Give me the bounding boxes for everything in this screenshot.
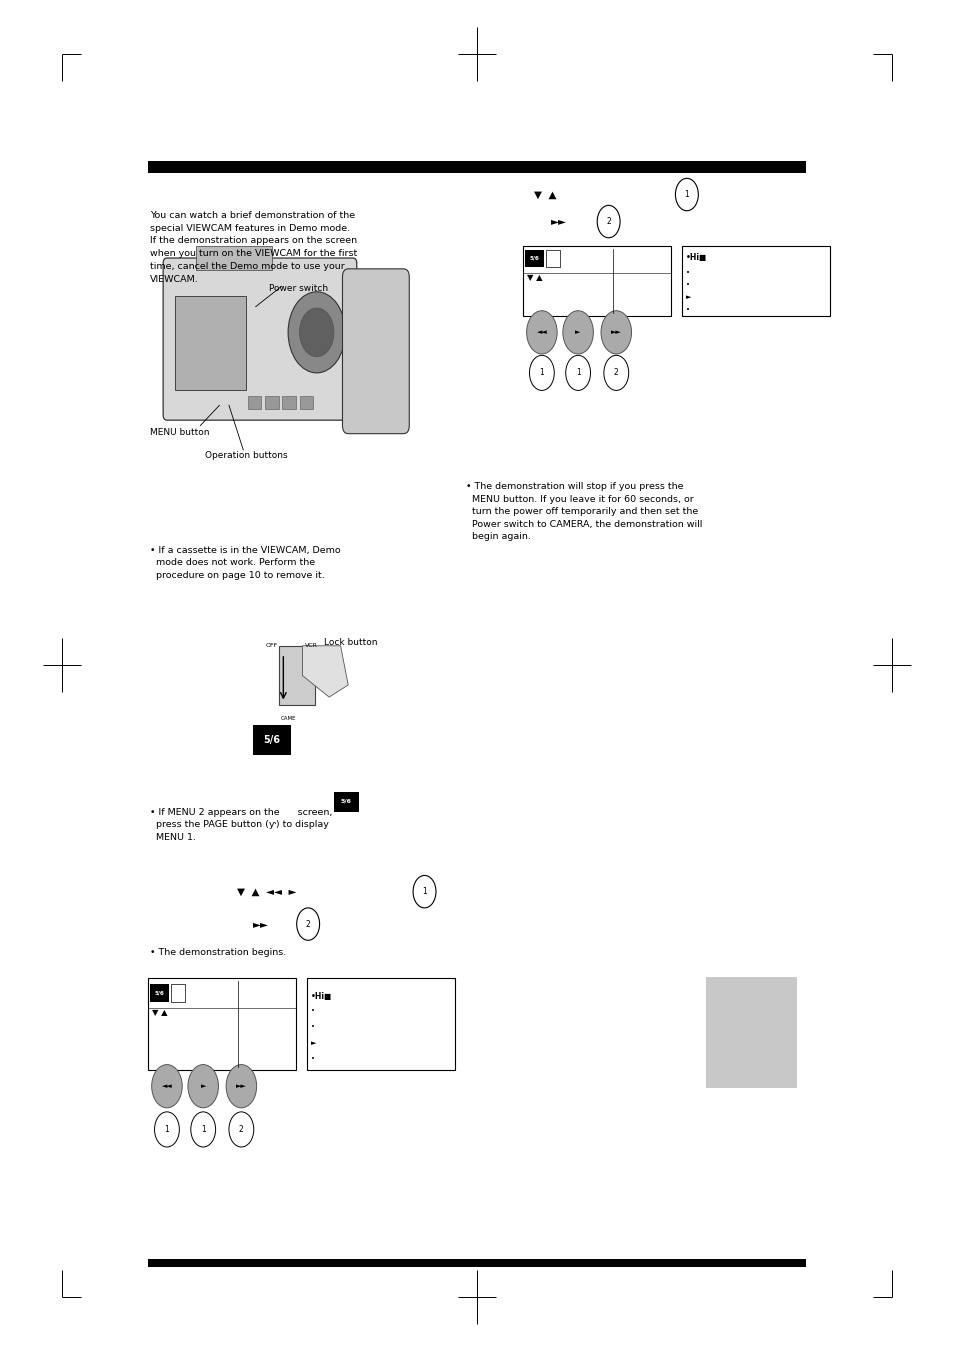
Text: ▼ ▲: ▼ ▲ [152, 1008, 167, 1017]
Bar [174, 296, 246, 390]
Circle shape [299, 308, 334, 357]
Text: ►►: ►► [235, 1084, 247, 1089]
Text: •: • [311, 1056, 314, 1062]
Circle shape [526, 311, 557, 354]
Text: 1: 1 [684, 190, 688, 199]
Text: • The demonstration will stop if you press the
  MENU button. If you leave it fo: • The demonstration will stop if you pre… [465, 482, 701, 542]
Text: OFF: OFF [265, 643, 277, 648]
Text: 5/6: 5/6 [263, 735, 280, 746]
Text: 1: 1 [201, 1125, 205, 1133]
Circle shape [600, 311, 631, 354]
Polygon shape [302, 646, 348, 697]
Bar [265, 396, 278, 409]
Text: ►►: ►► [551, 216, 567, 227]
Circle shape [288, 292, 345, 373]
Bar [150, 984, 169, 1002]
Circle shape [413, 875, 436, 908]
Text: •: • [685, 270, 689, 276]
Bar [195, 246, 272, 270]
Circle shape [603, 355, 628, 390]
Text: ►: ► [311, 1040, 316, 1046]
Text: •Hi■: •Hi■ [685, 253, 706, 262]
Bar [148, 161, 805, 173]
Text: 1: 1 [576, 369, 579, 377]
Text: •: • [685, 307, 689, 312]
FancyBboxPatch shape [163, 258, 356, 420]
Text: 1: 1 [165, 1125, 169, 1133]
Bar [705, 977, 796, 1088]
Text: Lock button: Lock button [324, 638, 377, 647]
Bar [278, 646, 314, 705]
Circle shape [296, 908, 319, 940]
Text: 2: 2 [239, 1125, 243, 1133]
Bar [334, 792, 358, 812]
Circle shape [191, 1112, 215, 1147]
Circle shape [188, 1065, 218, 1108]
Bar [253, 725, 291, 755]
Text: •Hi■: •Hi■ [311, 992, 332, 1001]
Circle shape [562, 311, 593, 354]
Bar [148, 978, 295, 1070]
Text: Power switch: Power switch [269, 284, 328, 293]
Text: •: • [311, 1008, 314, 1013]
Circle shape [152, 1065, 182, 1108]
Text: ◄◄: ◄◄ [161, 1084, 172, 1089]
Circle shape [597, 205, 619, 238]
Circle shape [226, 1065, 256, 1108]
Text: ►: ► [575, 330, 580, 335]
Text: VCR: VCR [305, 643, 317, 648]
Bar [524, 250, 543, 267]
Text: • If MENU 2 appears on the      screen,
  press the PAGE button (ƴ) to display
 : • If MENU 2 appears on the screen, press… [150, 808, 332, 842]
Text: MENU button: MENU button [150, 428, 209, 438]
Text: •: • [685, 282, 689, 288]
Text: ►: ► [685, 295, 691, 300]
Text: 1: 1 [422, 888, 426, 896]
Bar [522, 246, 670, 316]
Text: You can watch a brief demonstration of the
special VIEWCAM features in Demo mode: You can watch a brief demonstration of t… [150, 211, 356, 284]
Text: ►►: ►► [610, 330, 621, 335]
Bar [545, 250, 559, 267]
Bar [681, 246, 829, 316]
FancyBboxPatch shape [342, 269, 409, 434]
Circle shape [154, 1112, 179, 1147]
Text: 1: 1 [539, 369, 543, 377]
Bar [299, 396, 313, 409]
Text: 2: 2 [614, 369, 618, 377]
Text: • If a cassette is in the VIEWCAM, Demo
  mode does not work. Perform the
  proc: • If a cassette is in the VIEWCAM, Demo … [150, 546, 340, 580]
Text: ▼  ▲: ▼ ▲ [534, 189, 557, 200]
Text: ▼ ▲: ▼ ▲ [526, 273, 541, 282]
Text: 5/6: 5/6 [154, 990, 164, 996]
Text: 5/6: 5/6 [529, 255, 538, 261]
Text: Operation buttons: Operation buttons [205, 451, 288, 461]
Text: 2: 2 [306, 920, 310, 928]
Circle shape [565, 355, 590, 390]
Text: ◄◄: ◄◄ [536, 330, 547, 335]
Text: • The demonstration begins.: • The demonstration begins. [150, 948, 286, 958]
Text: 5/6: 5/6 [340, 798, 352, 804]
Text: ►: ► [200, 1084, 206, 1089]
Bar [148, 1259, 805, 1267]
Text: •: • [311, 1024, 314, 1029]
Text: 2: 2 [606, 218, 610, 226]
Text: CAME: CAME [280, 716, 295, 721]
Text: ▼  ▲  ◄◄  ►: ▼ ▲ ◄◄ ► [236, 886, 295, 897]
Bar [171, 984, 185, 1002]
Bar [248, 396, 261, 409]
Circle shape [229, 1112, 253, 1147]
Bar [282, 396, 295, 409]
Circle shape [529, 355, 554, 390]
Text: ►►: ►► [253, 919, 269, 929]
Circle shape [675, 178, 698, 211]
Bar [307, 978, 455, 1070]
